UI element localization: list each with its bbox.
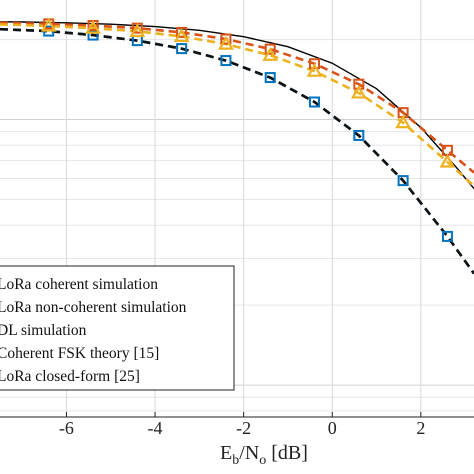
x-tick-label: -6: [59, 418, 74, 438]
data-point-marker: [40, 17, 57, 32]
x-axis-label: Eb/No [dB]: [220, 442, 308, 468]
x-tick-label: 2: [416, 418, 425, 438]
series-curves: [0, 21, 474, 275]
data-point-marker: [306, 62, 323, 77]
data-point-marker: [218, 35, 234, 50]
legend-entry-label: DL simulation: [0, 322, 87, 339]
series-line: [0, 27, 474, 275]
data-point-marker: [397, 175, 409, 187]
series-line: [0, 21, 474, 174]
legend-entry-label: LoRa coherent simulation: [0, 276, 158, 293]
data-point-marker: [129, 23, 146, 37]
data-point-marker: [220, 55, 232, 67]
data-point-marker: [85, 19, 101, 34]
data-point-marker: [395, 114, 412, 129]
data-point-marker: [264, 43, 276, 55]
data-point-marker: [353, 129, 365, 141]
data-point-marker: [220, 33, 232, 45]
legend-box: [0, 265, 235, 391]
data-point-marker: [173, 28, 190, 42]
legend-entry-label: LoRa non-coherent simulation: [0, 299, 187, 316]
data-point-marker: [309, 58, 321, 70]
series-line: [0, 23, 474, 187]
x-axis-ticks: -6 -4 -2 0 2: [59, 412, 425, 438]
x-tick-label: 0: [328, 418, 337, 438]
series-markers: [40, 17, 456, 242]
data-point-marker: [262, 47, 279, 61]
x-tick-label: -4: [148, 418, 163, 438]
data-point-marker: [264, 72, 276, 84]
legend-entry-label: Coherent FSK theory [15]: [0, 345, 159, 362]
data-point-marker: [439, 153, 456, 168]
data-point-marker: [309, 96, 321, 108]
data-point-marker: [350, 84, 367, 99]
data-point-marker: [176, 26, 188, 38]
data-point-marker: [176, 43, 188, 55]
legend: LoRa coherent simulation LoRa non-coheren…: [0, 265, 235, 391]
legend-entry-label: LoRa closed-form [25]: [0, 368, 140, 385]
data-point-marker: [441, 230, 453, 242]
x-tick-label: -2: [236, 418, 251, 438]
